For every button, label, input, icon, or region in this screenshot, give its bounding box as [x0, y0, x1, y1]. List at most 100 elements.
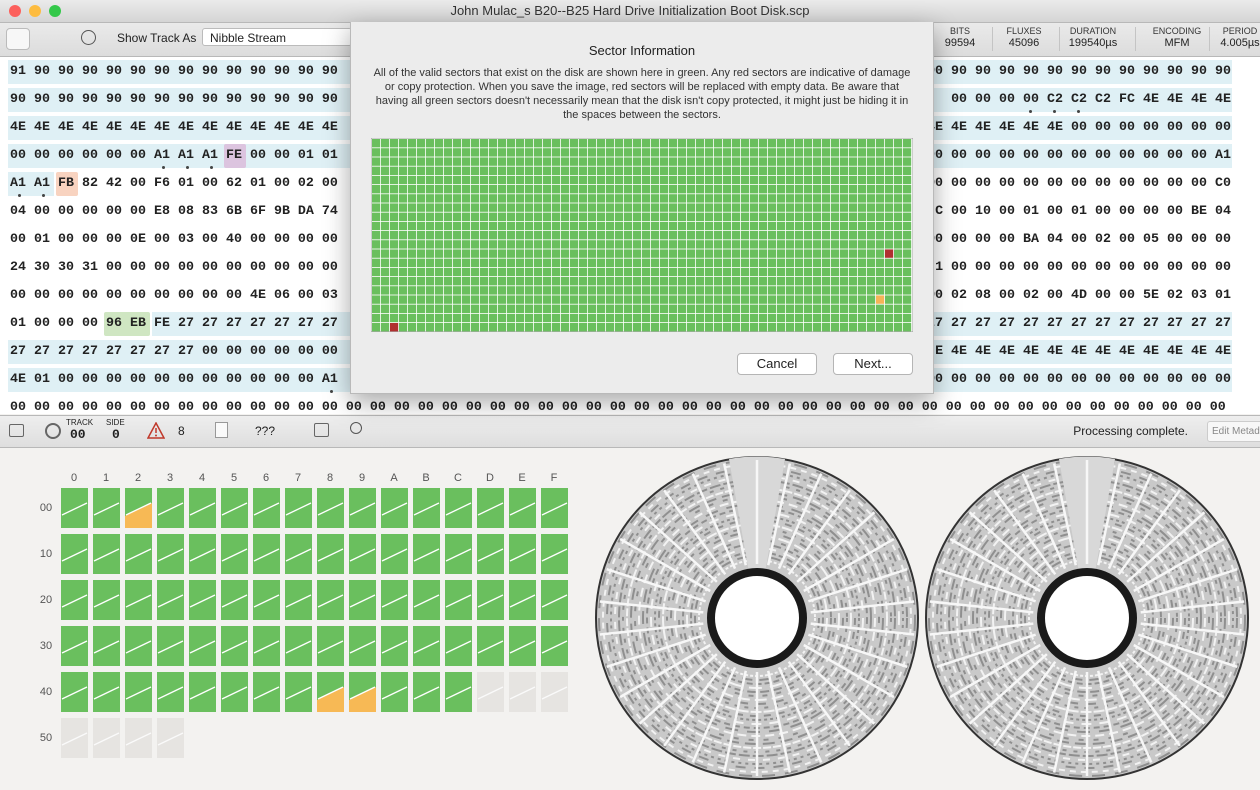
sector-cell — [372, 258, 381, 267]
sector-cell — [444, 231, 453, 240]
sector-cell — [516, 148, 525, 157]
sector-cell — [534, 231, 543, 240]
sector-cell — [561, 240, 570, 249]
sector-cell — [723, 286, 732, 295]
cancel-button[interactable]: Cancel — [737, 353, 817, 375]
track-cell — [381, 488, 408, 528]
sector-cell — [390, 148, 399, 157]
sector-cell — [678, 267, 687, 277]
sector-cell — [723, 221, 732, 231]
minimize-button[interactable] — [29, 5, 41, 17]
add-button[interactable] — [314, 423, 329, 437]
zoom-button[interactable] — [49, 5, 61, 17]
sector-cell — [390, 304, 399, 313]
sector-cell — [408, 231, 417, 240]
sector-cell — [372, 175, 381, 185]
sector-cell — [669, 185, 678, 194]
sector-cell — [579, 240, 588, 249]
sector-cell — [813, 157, 822, 166]
sector-cell — [399, 286, 408, 295]
search-button[interactable] — [350, 422, 362, 434]
sector-cell — [552, 212, 561, 221]
sector-cell — [615, 185, 624, 194]
sector-cell — [489, 231, 498, 240]
sector-cell — [705, 313, 714, 323]
sector-cell — [714, 240, 723, 249]
stat-separator — [1135, 27, 1136, 51]
sector-cell — [705, 277, 714, 286]
sector-cell — [498, 157, 507, 166]
sector-cell — [471, 295, 480, 304]
sector-cell — [543, 194, 552, 203]
sector-cell — [795, 313, 804, 323]
flux-button[interactable] — [40, 28, 62, 48]
sector-cell — [525, 249, 534, 258]
sector-cell — [804, 175, 813, 185]
sector-cell — [813, 166, 822, 175]
sector-cell — [399, 304, 408, 313]
track-cell — [61, 580, 88, 620]
sector-cell — [390, 313, 399, 323]
sector-cell — [894, 295, 903, 304]
sector-cell — [786, 258, 795, 267]
track-divider — [509, 548, 536, 562]
sector-cell — [813, 258, 822, 267]
track-cell — [189, 626, 216, 666]
sector-cell — [462, 258, 471, 267]
sector-cell — [372, 267, 381, 277]
sector-cell — [894, 249, 903, 258]
track-divider — [93, 732, 120, 746]
sector-spoke — [777, 473, 823, 570]
next-button[interactable]: Next... — [833, 353, 913, 375]
sector-cell — [453, 157, 462, 166]
sector-cell — [624, 277, 633, 286]
track-cell — [445, 626, 472, 666]
sector-cell — [813, 203, 822, 212]
toggle-button[interactable] — [6, 28, 30, 50]
sector-cell — [624, 175, 633, 185]
collapse-button[interactable] — [9, 424, 24, 437]
sector-cell — [498, 277, 507, 286]
sector-cell — [822, 221, 831, 231]
track-cell — [93, 580, 120, 620]
sector-cell — [759, 203, 768, 212]
sector-cell — [480, 323, 489, 332]
sector-cell — [471, 175, 480, 185]
sector-cell — [399, 148, 408, 157]
sector-cell — [480, 267, 489, 277]
track-cell — [93, 534, 120, 574]
sector-cell — [471, 304, 480, 313]
sector-cell — [831, 194, 840, 203]
sector-cell — [741, 231, 750, 240]
sector-cell — [588, 221, 597, 231]
track-divider — [413, 640, 440, 654]
sector-cell — [543, 231, 552, 240]
track-label: TRACK — [66, 418, 94, 427]
sector-cell — [615, 249, 624, 258]
sector-cell — [903, 148, 912, 157]
sector-cell — [381, 175, 390, 185]
sector-cell — [768, 267, 777, 277]
track-divider — [61, 640, 88, 654]
track-cell — [477, 626, 504, 666]
sector-cell — [471, 148, 480, 157]
clock-icon[interactable] — [81, 30, 96, 45]
sector-cell — [651, 258, 660, 267]
sector-cell — [489, 185, 498, 194]
track-view-select[interactable]: Nibble Stream — [202, 28, 352, 46]
close-button[interactable] — [9, 5, 21, 17]
flux-band — [1012, 543, 1162, 693]
sector-cell — [732, 194, 741, 203]
hex-row-left: 27 27 27 27 27 27 27 27 00 00 00 00 00 0… — [10, 344, 338, 359]
sector-cell — [786, 212, 795, 221]
sector-cell — [822, 175, 831, 185]
sector-spoke — [1140, 622, 1245, 636]
sector-cell — [588, 203, 597, 212]
sector-cell — [804, 221, 813, 231]
status-bar: TRACK 00 SIDE 0 8 ??? Processing complet… — [0, 415, 1260, 448]
track-cell — [317, 488, 344, 528]
sector-cell — [840, 277, 849, 286]
track-divider — [285, 594, 312, 608]
track-cell — [541, 626, 568, 666]
edit-metadata-button[interactable]: Edit Metada — [1207, 421, 1260, 442]
